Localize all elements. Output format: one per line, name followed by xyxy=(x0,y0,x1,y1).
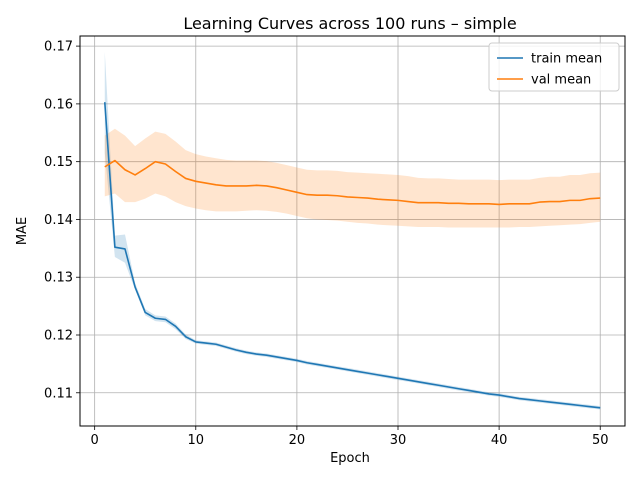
y-tick-label: 0.11 xyxy=(44,386,73,401)
x-tick-label: 20 xyxy=(289,433,306,448)
confidence-bands xyxy=(104,51,601,410)
y-tick-label: 0.12 xyxy=(44,329,73,344)
y-tick-label: 0.15 xyxy=(44,155,73,170)
y-tick-label: 0.17 xyxy=(44,40,73,55)
series-lines xyxy=(103,102,601,409)
grid xyxy=(80,36,625,426)
x-tick-label: 50 xyxy=(592,433,609,448)
x-tick-label: 30 xyxy=(390,433,407,448)
plot-frame xyxy=(79,35,626,427)
y-tick-label: 0.14 xyxy=(44,213,73,228)
y-tick-label: 0.16 xyxy=(44,97,73,112)
x-tick-label: 10 xyxy=(188,433,205,448)
legend: train mean val mean xyxy=(488,42,620,92)
legend-label-train-mean: train mean xyxy=(531,52,602,67)
y-axis-label: MAE xyxy=(15,217,30,245)
x-tick-label: 40 xyxy=(491,433,508,448)
chart-title: Learning Curves across 100 runs – simple xyxy=(183,14,516,33)
x-axis-label: Epoch xyxy=(330,451,370,466)
axis-ticks: 0 10 20 30 40 50 0.11 0.12 0.13 0.14 0.15 0.16 0.17 xyxy=(44,40,608,448)
legend-label-val-mean: val mean xyxy=(531,73,591,88)
val-mean-band xyxy=(104,128,601,228)
val-mean-line xyxy=(104,159,601,206)
y-tick-label: 0.13 xyxy=(44,271,73,286)
train-mean-line xyxy=(103,102,601,409)
x-tick-label: 0 xyxy=(91,433,99,448)
